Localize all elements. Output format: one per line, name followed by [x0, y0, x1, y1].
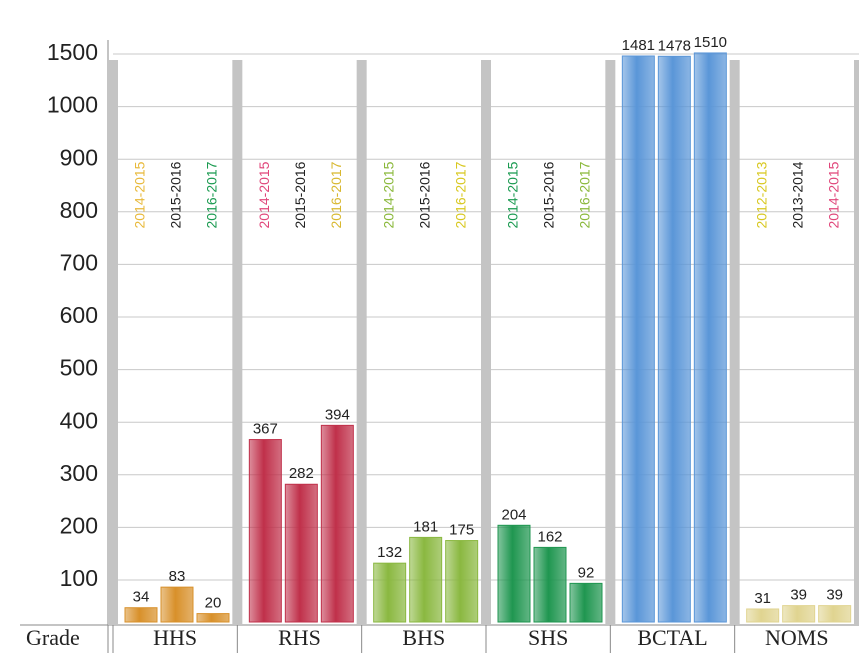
separator — [108, 60, 118, 625]
bar — [693, 52, 727, 623]
bar — [409, 536, 443, 623]
y-tick-label: 700 — [60, 249, 98, 275]
value-label: 394 — [325, 406, 350, 423]
separator — [854, 60, 859, 625]
bar — [248, 439, 282, 623]
year-label: 2014-2015 — [256, 161, 272, 228]
year-label: 2016-2017 — [204, 161, 220, 228]
bar — [818, 605, 852, 623]
year-label: 2012-2013 — [753, 161, 769, 228]
value-label: 20 — [205, 595, 222, 612]
separator — [729, 60, 740, 625]
year-label: 2015-2016 — [292, 161, 308, 228]
bar — [533, 546, 567, 623]
value-label: 175 — [449, 522, 474, 539]
bar — [320, 424, 354, 623]
year-label: 2014-2015 — [825, 161, 841, 228]
bar — [746, 608, 780, 623]
bar — [160, 586, 194, 623]
bar — [621, 55, 655, 623]
x-tick-label: BHS — [402, 625, 445, 650]
y-tick-label: 800 — [60, 197, 98, 223]
value-label: 1481 — [622, 37, 655, 54]
year-label: 2016-2017 — [452, 161, 468, 228]
year-label: 2016-2017 — [328, 161, 344, 228]
value-label: 1510 — [694, 34, 727, 51]
y-tick-label: 1500 — [47, 39, 98, 65]
year-label: 2016-2017 — [577, 161, 593, 228]
y-tick-label: 200 — [60, 512, 98, 538]
y-tick-label: 900 — [60, 144, 98, 170]
bar — [196, 613, 230, 623]
bar — [657, 55, 691, 623]
value-label: 204 — [501, 506, 526, 523]
x-tick-label: NOMS — [765, 625, 829, 650]
separator — [605, 60, 616, 625]
y-tick-label: 500 — [60, 355, 98, 381]
y-tick-label: 100 — [60, 565, 98, 591]
x-tick-label: RHS — [278, 625, 321, 650]
year-label: 2014-2015 — [380, 161, 396, 228]
bar — [284, 483, 318, 623]
bar — [497, 524, 531, 623]
value-label: 1478 — [658, 37, 691, 54]
value-label: 162 — [537, 528, 562, 545]
year-label: 2013-2014 — [789, 161, 805, 228]
year-label: 2014-2015 — [132, 161, 148, 228]
y-tick-label: 400 — [60, 407, 98, 433]
year-label: 2014-2015 — [505, 161, 521, 228]
x-tick-label: HHS — [153, 625, 197, 650]
bar — [124, 607, 158, 623]
value-label: 282 — [289, 465, 314, 482]
year-label: 2015-2016 — [168, 161, 184, 228]
separator — [356, 60, 367, 625]
value-label: 39 — [790, 587, 807, 604]
value-label: 181 — [413, 518, 438, 535]
y-tick-label: 300 — [60, 460, 98, 486]
separator — [232, 60, 243, 625]
x-tick-label: SHS — [528, 625, 568, 650]
value-label: 367 — [253, 421, 278, 438]
bar — [782, 605, 816, 623]
bar — [569, 582, 603, 623]
y-tick-label: 1000 — [47, 92, 98, 118]
value-label: 132 — [377, 544, 402, 561]
separator — [481, 60, 491, 625]
x-tick-label: BCTAL — [637, 625, 707, 650]
value-label: 39 — [826, 587, 843, 604]
value-label: 31 — [754, 590, 771, 607]
x-label: Grade — [26, 625, 80, 650]
value-label: 92 — [578, 564, 595, 581]
y-tick-label: 600 — [60, 302, 98, 328]
bar — [445, 540, 479, 623]
bar — [373, 562, 407, 623]
year-label: 2015-2016 — [416, 161, 432, 228]
year-label: 2015-2016 — [541, 161, 557, 228]
value-label: 34 — [133, 589, 150, 606]
value-label: 83 — [169, 568, 186, 585]
